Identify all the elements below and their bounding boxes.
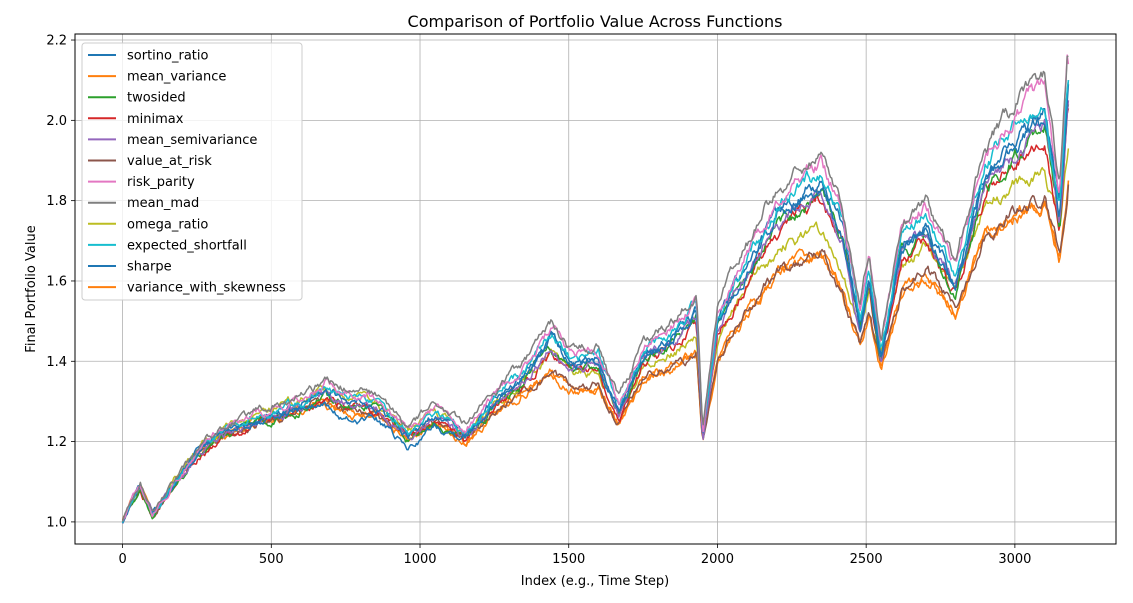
legend-label: twosided [127, 91, 186, 106]
x-tick-label: 500 [259, 552, 284, 567]
series-line-sortino-ratio [121, 80, 1070, 522]
chart-title: Comparison of Portfolio Value Across Fun… [408, 12, 783, 31]
x-tick-label: 1500 [552, 552, 585, 567]
x-tick-label: 0 [118, 552, 126, 567]
legend-label: variance_with_skewness [127, 281, 286, 296]
y-tick-label: 1.4 [46, 355, 67, 370]
legend-box [81, 42, 303, 301]
legend: sortino_ratio mean_variance twosided minima… [81, 42, 303, 301]
series-line-omega-ratio [121, 148, 1070, 523]
x-tick-label: 1000 [403, 552, 436, 567]
legend-label: mean_semivariance [127, 133, 257, 148]
series-lines [121, 54, 1070, 524]
y-tick-label: 1.6 [46, 274, 67, 289]
legend-label: mean_variance [127, 70, 226, 85]
y-tick-label: 1.8 [46, 194, 67, 209]
series-line-value-at-risk [121, 184, 1070, 521]
y-axis-label: Final Portfolio Value [24, 225, 39, 352]
series-line-mean-mad [121, 55, 1069, 522]
grid-lines [75, 34, 1116, 544]
y-tick-label: 1.0 [46, 515, 67, 530]
legend-label: risk_parity [127, 175, 195, 190]
y-tick-label: 1.2 [46, 435, 67, 450]
x-axis-ticks: 0 500 1000 1500 2000 2500 3000 [118, 544, 1031, 567]
plot-frame [74, 33, 1117, 545]
y-axis-ticks: 1.0 1.2 1.4 1.6 1.8 2.0 2.2 [46, 34, 75, 530]
legend-label: mean_mad [127, 196, 199, 211]
x-tick-label: 2500 [850, 552, 883, 567]
legend-label: expected_shortfall [127, 238, 247, 253]
legend-label: sortino_ratio [127, 49, 208, 64]
series-line-mean-variance [121, 180, 1070, 523]
legend-label: minimax [127, 112, 184, 127]
x-tick-label: 3000 [998, 552, 1031, 567]
legend-label: sharpe [127, 260, 172, 275]
y-tick-label: 2.2 [46, 34, 67, 49]
x-tick-label: 2000 [701, 552, 734, 567]
legend-label: omega_ratio [127, 217, 208, 232]
x-axis-label: Index (e.g., Time Step) [521, 574, 669, 589]
series-line-variance-with-skewness [121, 180, 1070, 521]
legend-label: value_at_risk [127, 154, 212, 169]
y-tick-label: 2.0 [46, 114, 67, 129]
